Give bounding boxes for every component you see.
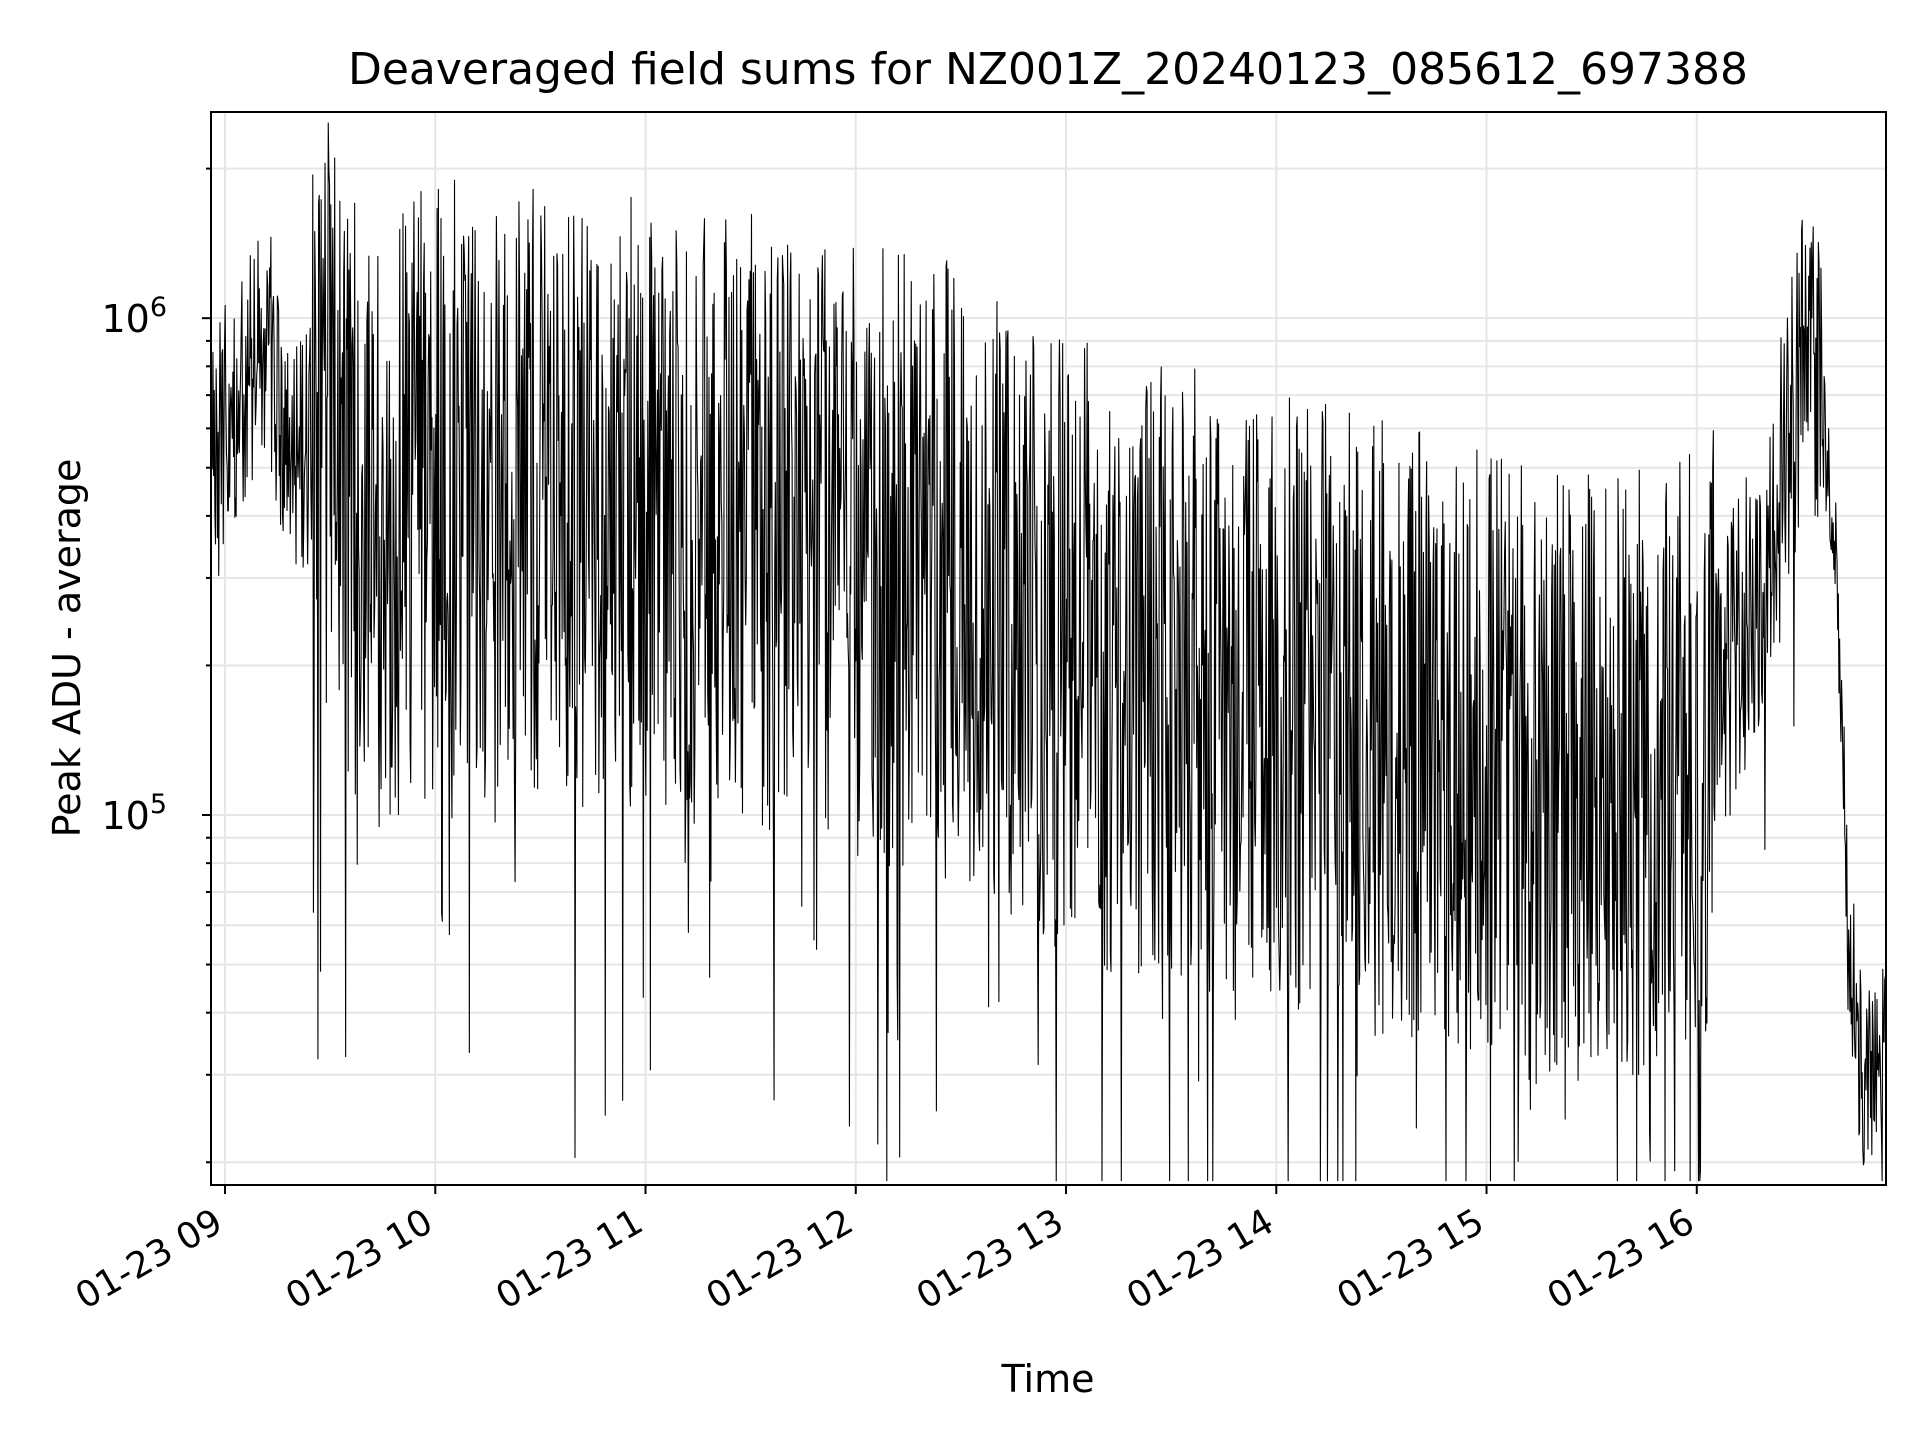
y-axis-label: Peak ADU - average <box>45 459 89 838</box>
plot-frame <box>210 111 1887 1186</box>
series-line <box>210 122 1887 1182</box>
x-axis-label: Time <box>1001 1357 1095 1401</box>
chart-title: Deaveraged field sums for NZ001Z_2024012… <box>348 44 1748 95</box>
y-tick-label: 106 <box>101 292 167 341</box>
series-group <box>210 122 1887 1182</box>
y-tick-label: 105 <box>101 789 167 838</box>
